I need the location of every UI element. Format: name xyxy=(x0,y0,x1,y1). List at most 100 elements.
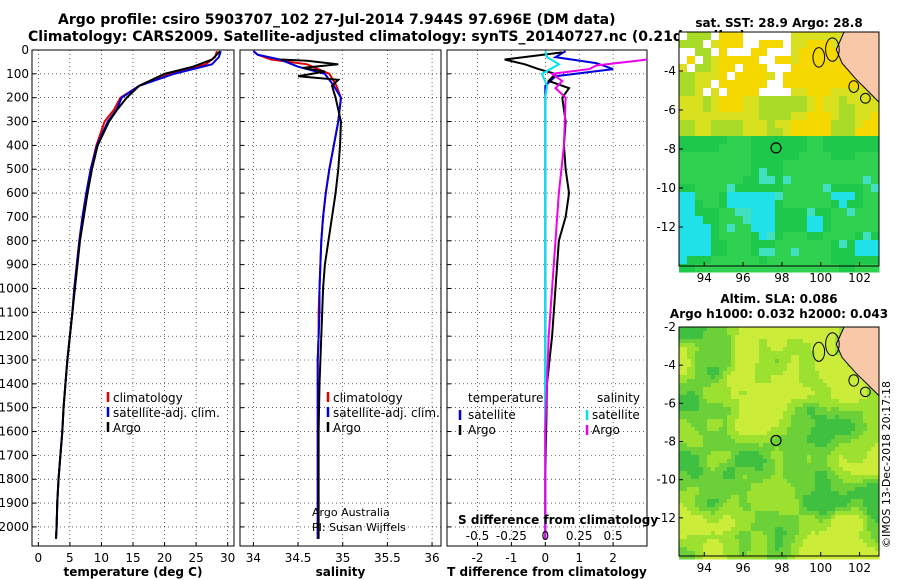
map-cell xyxy=(735,248,744,257)
map-cell xyxy=(871,391,876,396)
map-cell xyxy=(763,447,768,452)
map-cell xyxy=(719,475,724,480)
map-cell xyxy=(775,475,780,480)
map-cell xyxy=(831,495,836,500)
map-cell xyxy=(867,543,872,548)
map-cell xyxy=(767,375,772,380)
map-cell xyxy=(811,407,816,412)
map-cell xyxy=(823,555,828,560)
map-cell xyxy=(719,80,728,89)
map-cell xyxy=(815,371,820,376)
map-cell xyxy=(855,459,860,464)
map-cell xyxy=(695,168,704,177)
map-cell xyxy=(787,503,792,508)
map-cell xyxy=(803,507,808,512)
map-cell xyxy=(823,216,832,225)
map-cell xyxy=(711,479,716,484)
map-cell xyxy=(815,264,824,273)
map-cell xyxy=(739,495,744,500)
map-cell xyxy=(831,419,836,424)
map-cell xyxy=(719,491,724,496)
map-cell xyxy=(863,543,868,548)
map-cell xyxy=(751,104,760,113)
map-cell xyxy=(759,240,768,249)
map-cell xyxy=(823,48,832,57)
map-cell xyxy=(751,431,756,436)
map-cell xyxy=(727,551,732,556)
map-cell xyxy=(767,399,772,404)
map-cell xyxy=(727,359,732,364)
map-cell xyxy=(751,80,760,89)
map-cell xyxy=(791,208,800,217)
map-cell xyxy=(867,527,872,532)
map-cell xyxy=(803,383,808,388)
map-cell xyxy=(819,383,824,388)
map-cell xyxy=(719,415,724,420)
map-cell xyxy=(791,555,796,560)
map-cell xyxy=(791,419,796,424)
map-cell xyxy=(735,395,740,400)
map-cell xyxy=(711,347,716,352)
map-cell xyxy=(863,208,872,217)
map-cell xyxy=(695,184,704,193)
map-cell xyxy=(679,427,684,432)
map-cell xyxy=(795,427,800,432)
map-cell xyxy=(763,331,768,336)
map-cell xyxy=(867,399,872,404)
map-cell xyxy=(851,471,856,476)
map-cell xyxy=(759,479,764,484)
map-cell xyxy=(823,371,828,376)
map-cell xyxy=(727,184,736,193)
map-cell xyxy=(735,367,740,372)
map-cell xyxy=(699,459,704,464)
map-cell xyxy=(711,327,716,332)
map-cell xyxy=(759,72,768,81)
map-cell xyxy=(799,335,804,340)
map-cell xyxy=(791,475,796,480)
map-cell xyxy=(831,120,840,129)
map-cell xyxy=(863,503,868,508)
map-cell xyxy=(763,503,768,508)
map-cell xyxy=(771,451,776,456)
map-cell xyxy=(795,471,800,476)
map-cell xyxy=(807,200,816,209)
map-cell xyxy=(819,523,824,528)
map-cell xyxy=(803,503,808,508)
map-cell xyxy=(695,495,700,500)
map-cell xyxy=(863,479,868,484)
map-cell xyxy=(719,483,724,488)
map-cell xyxy=(699,471,704,476)
map-cell xyxy=(795,407,800,412)
map-cell xyxy=(691,447,696,452)
map-cell xyxy=(795,339,800,344)
map-cell xyxy=(815,72,824,81)
map-cell xyxy=(791,403,796,408)
map-cell xyxy=(863,431,868,436)
map-cell xyxy=(867,419,872,424)
map-cell xyxy=(739,455,744,460)
map-cell xyxy=(703,32,712,41)
map-cell xyxy=(855,443,860,448)
map-cell xyxy=(755,499,760,504)
map-cell xyxy=(863,256,872,265)
map-cell xyxy=(711,459,716,464)
map-cell xyxy=(823,403,828,408)
map-cell xyxy=(859,511,864,516)
map-cell xyxy=(823,479,828,484)
map-cell xyxy=(707,475,712,480)
map-cell xyxy=(795,411,800,416)
map-cell xyxy=(807,256,816,265)
map-cell xyxy=(871,419,876,424)
map-cell xyxy=(815,483,820,488)
map-cell xyxy=(751,367,756,372)
map-cell xyxy=(807,411,812,416)
map-cell xyxy=(779,555,784,560)
map-cell xyxy=(767,168,776,177)
map-cell xyxy=(783,343,788,348)
map-cell xyxy=(759,56,768,65)
map-cell xyxy=(767,264,776,273)
map-cell xyxy=(795,523,800,528)
map-cell xyxy=(743,467,748,472)
map-cell xyxy=(815,351,820,356)
map-cell xyxy=(863,435,868,440)
